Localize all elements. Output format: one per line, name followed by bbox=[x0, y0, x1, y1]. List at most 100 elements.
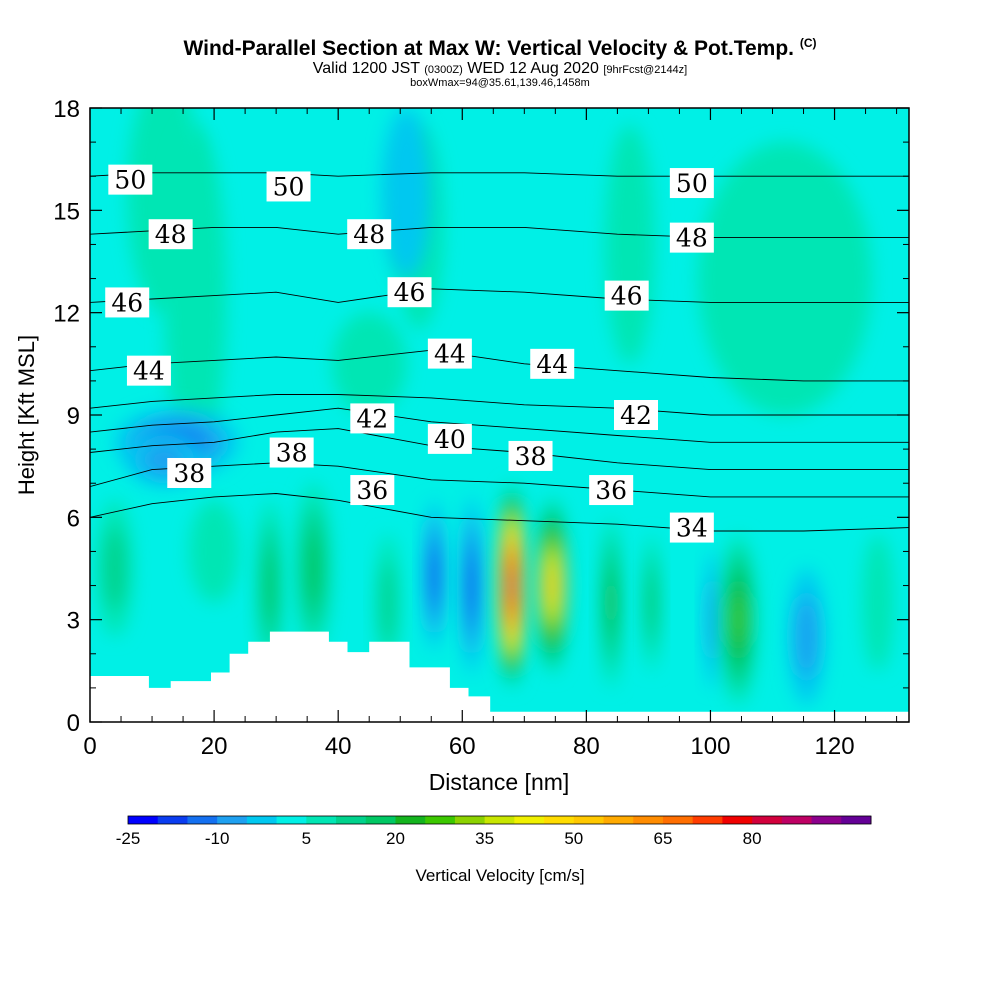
isentrope-label: 50 bbox=[266, 171, 311, 202]
colorbar-swatch bbox=[484, 816, 515, 824]
velocity-cell bbox=[704, 551, 723, 688]
colorbar-tick-label: 20 bbox=[386, 829, 405, 848]
velocity-cell-level bbox=[733, 596, 744, 643]
colorbar-tick-label: -25 bbox=[116, 829, 141, 848]
isentrope-label-text: 50 bbox=[273, 172, 305, 201]
velocity-cell bbox=[331, 312, 407, 416]
colorbar-tick-label: 35 bbox=[475, 829, 494, 848]
isentrope-label-box bbox=[530, 348, 575, 379]
x-tick-label: 60 bbox=[449, 733, 476, 760]
isentrope-label: 38 bbox=[508, 440, 553, 471]
isentrope-label-text: 36 bbox=[595, 476, 627, 505]
velocity-cell bbox=[862, 534, 894, 671]
isentrope-label: 48 bbox=[669, 222, 714, 253]
colorbar-swatch bbox=[217, 816, 248, 824]
forecast-info: [9hrFcst@2144z] bbox=[603, 64, 688, 76]
y-tick-label: 18 bbox=[53, 96, 80, 123]
utc-time: (0300Z) bbox=[424, 64, 463, 76]
isentrope-label: 40 bbox=[427, 423, 472, 454]
velocity-cell-level bbox=[381, 108, 432, 279]
velocity-cell-level bbox=[103, 527, 126, 610]
velocity-cell bbox=[604, 125, 655, 364]
chart-title: Wind-Parallel Section at Max W: Vertical… bbox=[0, 36, 1000, 61]
velocity-cell bbox=[534, 496, 570, 675]
colorbar-swatch bbox=[157, 816, 188, 824]
y-tick-label: 6 bbox=[67, 505, 80, 532]
isentrope-label-box bbox=[427, 338, 472, 369]
velocity-cell bbox=[642, 534, 661, 671]
colorbar-swatch bbox=[187, 816, 218, 824]
colorbar-swatch bbox=[365, 816, 396, 824]
isentrope-label-box bbox=[347, 219, 392, 250]
isentrope-label-box bbox=[427, 423, 472, 454]
terrain bbox=[90, 631, 909, 722]
velocity-cell bbox=[788, 568, 826, 705]
y-tick-label: 9 bbox=[67, 403, 80, 430]
velocity-cell bbox=[256, 500, 284, 671]
isentrope-label: 46 bbox=[105, 287, 150, 318]
isentrope-label: 36 bbox=[589, 475, 634, 506]
velocity-cell-level bbox=[467, 555, 476, 616]
box-wmax-info: boxWmax=94@35.61,139.46,1458m bbox=[410, 77, 590, 89]
isentrope-label-box bbox=[669, 512, 714, 543]
velocity-cell bbox=[600, 517, 623, 688]
colorbar-swatch bbox=[276, 816, 307, 824]
isentrope-label: 42 bbox=[614, 400, 658, 430]
colorbar-swatch bbox=[514, 816, 545, 824]
velocity-cell-level bbox=[264, 549, 276, 623]
isentrope-label-text: 38 bbox=[276, 439, 308, 468]
isentrope-label-box bbox=[669, 222, 714, 253]
velocity-cell-level bbox=[707, 578, 720, 661]
isentrope-label-text: 42 bbox=[356, 404, 388, 433]
colorbar-tick-label: 65 bbox=[653, 829, 672, 848]
isentrope-label-box bbox=[105, 287, 150, 318]
velocity-cell bbox=[96, 500, 134, 637]
isentrope-label-box bbox=[589, 475, 634, 506]
isentrope-label: 36 bbox=[350, 475, 395, 506]
isentrope-50 bbox=[90, 172, 909, 177]
isentrope-label: 34 bbox=[669, 512, 714, 543]
y-tick-label: 0 bbox=[67, 710, 80, 737]
velocity-cell bbox=[423, 500, 446, 651]
isentrope-label-text: 48 bbox=[353, 220, 385, 249]
isentrope-label: 48 bbox=[148, 219, 193, 250]
velocity-cell-level bbox=[607, 574, 615, 632]
colorbar-swatch bbox=[454, 816, 486, 824]
isentrope-label-text: 38 bbox=[173, 459, 205, 488]
velocity-cell bbox=[719, 534, 757, 705]
x-tick-label: 80 bbox=[573, 733, 600, 760]
colorbar-swatch bbox=[781, 816, 813, 824]
velocity-cell-level bbox=[164, 125, 227, 467]
isentrope-label-text: 48 bbox=[155, 220, 187, 249]
velocity-cell-level bbox=[795, 595, 818, 678]
velocity-cell bbox=[164, 125, 227, 467]
isentrope-label-text: 44 bbox=[434, 340, 466, 369]
velocity-cell-level bbox=[647, 573, 656, 632]
velocity-cell bbox=[460, 496, 483, 675]
isentrope-34 bbox=[90, 493, 909, 532]
y-tick-label: 12 bbox=[53, 301, 80, 328]
y-tick-label: 15 bbox=[53, 198, 80, 225]
colorbar-tick-label: 50 bbox=[564, 829, 583, 848]
colorbar-swatch bbox=[425, 816, 456, 824]
colorbar-swatch bbox=[246, 816, 278, 824]
isentrope-42 bbox=[90, 394, 909, 416]
isentrope-label: 50 bbox=[108, 164, 153, 195]
y-axis-label: Height [Kft MSL] bbox=[14, 335, 39, 495]
valid-date: WED 12 Aug 2020 bbox=[467, 60, 599, 77]
colorbar: -25 -10 5 20 35 50 65 80 bbox=[116, 815, 872, 848]
isentrope-label-box bbox=[266, 171, 311, 202]
isentrope-label-text: 40 bbox=[434, 425, 466, 454]
isentrope-label: 44 bbox=[427, 338, 472, 369]
isentrope-label-text: 44 bbox=[133, 357, 165, 386]
isentrope-label-box bbox=[387, 277, 432, 308]
x-tick-label: 20 bbox=[201, 733, 228, 760]
terrain-fill bbox=[90, 631, 909, 722]
velocity-cell-level bbox=[380, 561, 396, 644]
velocity-cell-level bbox=[862, 534, 894, 671]
isentrope-label-box bbox=[350, 475, 395, 506]
velocity-cell-level bbox=[430, 550, 439, 601]
isentrope-label-text: 42 bbox=[620, 401, 652, 430]
isentrope-label: 48 bbox=[347, 219, 392, 250]
